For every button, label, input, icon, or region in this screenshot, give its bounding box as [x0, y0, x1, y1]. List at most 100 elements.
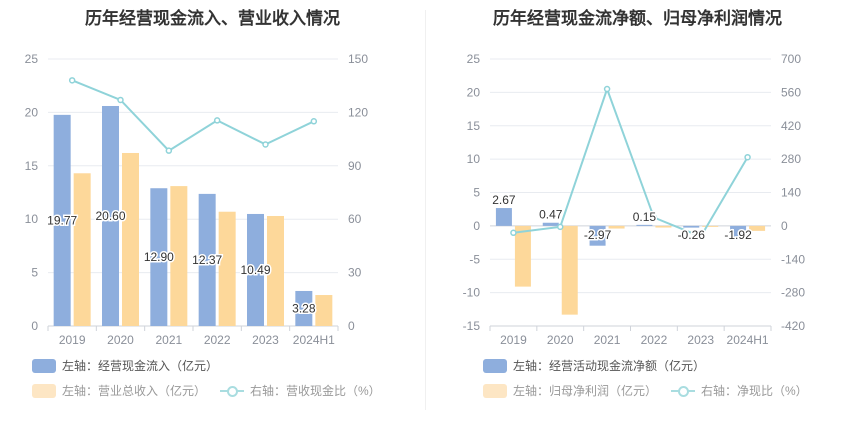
y-tick-label-right: 60: [348, 212, 362, 226]
bar-secondary: [122, 152, 139, 326]
legend-item[interactable]: 左轴：归母净利润（亿元）: [483, 382, 657, 399]
bar-primary: [247, 213, 264, 326]
bar-primary: [150, 188, 168, 326]
legend-swatch: [483, 383, 507, 398]
y-tick-label-right: 420: [781, 119, 801, 133]
line-point: [310, 118, 318, 125]
bar-primary: [589, 225, 606, 246]
y-tick-label-left: 0: [31, 319, 38, 333]
data-label: 20.60: [95, 209, 125, 223]
bar-primary: [295, 290, 313, 326]
line-point: [510, 229, 517, 237]
x-tick-label: 2023: [687, 333, 714, 347]
data-label: -2.97: [584, 228, 612, 242]
y-tick-label-left: 20: [467, 85, 481, 99]
y-tick-label-right: 280: [781, 152, 801, 166]
bar-secondary: [170, 186, 188, 326]
line-point: [262, 141, 269, 148]
line-point: [165, 147, 173, 154]
x-tick-label: 2019: [500, 333, 527, 347]
y-tick-label-left: 5: [473, 186, 480, 200]
y-tick-label-right: 150: [348, 52, 368, 66]
line-point: [603, 85, 611, 93]
x-tick-label: 2020: [547, 333, 574, 347]
line-point: [117, 96, 124, 104]
data-label: 3.28: [292, 301, 316, 315]
y-tick-label-right: 0: [781, 219, 788, 233]
x-tick-label: 2024H1: [293, 333, 335, 347]
line-point: [744, 153, 751, 161]
bar-secondary: [655, 225, 672, 228]
legend-line-swatch: [220, 384, 245, 398]
legend-row-1: 左轴：经营活动现金流净额（亿元）: [483, 357, 719, 374]
x-tick-label: 2024H1: [727, 333, 769, 347]
bar-primary: [730, 225, 747, 239]
line-point: [650, 214, 658, 221]
data-label: 10.49: [240, 263, 270, 277]
y-tick-label-left: -5: [469, 252, 480, 266]
legend-item[interactable]: 左轴：营业总收入（亿元）: [32, 382, 206, 399]
x-tick-label: 2019: [59, 333, 86, 347]
y-tick-label-left: 0: [473, 219, 480, 233]
chart-panel-right: 历年经营现金流净额、归母净利润情况 -15 -10 -5 0 5 10 15 20 25 -420…: [425, 0, 850, 437]
x-tick-label: 2021: [155, 333, 182, 347]
y-tick-label-right: 560: [781, 85, 801, 99]
bar-secondary: [315, 295, 333, 326]
y-tick-label-right: -420: [781, 319, 805, 333]
y-tick-label-left: 25: [25, 52, 39, 66]
bar-primary: [542, 222, 559, 226]
y-tick-label-left: 15: [467, 119, 481, 133]
legend-item[interactable]: 右轴：营收现金比（%）: [220, 382, 381, 399]
chart-panel-left: 历年经营现金流入、营业收入情况 0 5 10 15 20 25 0 30 60 90 120 150 2…: [25, 9, 395, 399]
y-tick-label-left: 10: [25, 212, 39, 226]
data-label: -1.92: [724, 228, 752, 242]
bar-primary: [495, 208, 512, 226]
y-tick-label-left: 10: [467, 152, 481, 166]
bar-primary: [102, 105, 119, 326]
bar-primary: [683, 225, 700, 228]
legend-row-2: 左轴：营业总收入（亿元） 右轴：营收现金比（%）: [32, 382, 395, 399]
line-series: [71, 79, 315, 152]
x-tick-label: 2022: [641, 333, 668, 347]
line-point: [213, 117, 221, 124]
data-label: 12.90: [144, 250, 174, 264]
data-label: -0.26: [678, 228, 706, 242]
legend-swatch: [483, 358, 507, 373]
legend-item[interactable]: 右轴：净现比（%）: [671, 382, 808, 399]
x-tick-label: 2020: [107, 333, 134, 347]
chart-title: 历年经营现金流净额、归母净利润情况: [493, 9, 782, 28]
y-tick-label-right: 90: [348, 159, 362, 173]
bar-secondary: [514, 225, 531, 287]
legend-label: 左轴：营业总收入（亿元）: [62, 384, 207, 398]
legend-label: 左轴：归母净利润（亿元）: [513, 384, 658, 398]
legend-swatch: [32, 358, 56, 373]
legend-row-2: 左轴：归母净利润（亿元） 右轴：净现比（%）: [483, 382, 822, 399]
panel-divider: [425, 10, 426, 410]
x-tick-label: 2023: [252, 333, 279, 347]
y-tick-label-left: 20: [25, 105, 39, 119]
y-tick-label-right: 30: [348, 266, 362, 280]
bar-primary: [53, 114, 71, 326]
data-label: 0.15: [633, 210, 657, 224]
line-series: [513, 86, 749, 238]
legend-label: 左轴：经营现金流入（亿元）: [62, 359, 219, 373]
legend-row-1: 左轴：经营现金流入（亿元）: [32, 357, 232, 374]
y-tick-label-right: -140: [781, 252, 805, 266]
data-label: 0.47: [539, 208, 563, 222]
y-tick-label-left: 25: [467, 52, 481, 66]
y-tick-label-right: 120: [348, 105, 368, 119]
chart-canvas: -15 -10 -5 0 5 10 15 20 25 -420 -280 -140 0 140 280 420…: [463, 52, 806, 347]
bar-primary: [636, 224, 653, 226]
bar-secondary: [73, 173, 91, 326]
legend-item[interactable]: 左轴：经营活动现金流净额（亿元）: [483, 357, 705, 374]
x-tick-label: 2021: [594, 333, 621, 347]
bar-secondary: [267, 215, 284, 326]
data-label: 19.77: [47, 213, 77, 227]
legend-item[interactable]: 左轴：经营现金流入（亿元）: [32, 357, 218, 374]
y-tick-label-left: 15: [25, 159, 39, 173]
y-tick-label-left: 5: [31, 266, 38, 280]
chart-canvas: 0 5 10 15 20 25 0 30 60 90 120 150 2019 2020 2021 2022 2…: [25, 52, 369, 347]
line-point: [557, 223, 564, 231]
legend-label: 右轴：营收现金比（%）: [250, 384, 381, 398]
y-tick-label-right: -280: [781, 286, 805, 300]
